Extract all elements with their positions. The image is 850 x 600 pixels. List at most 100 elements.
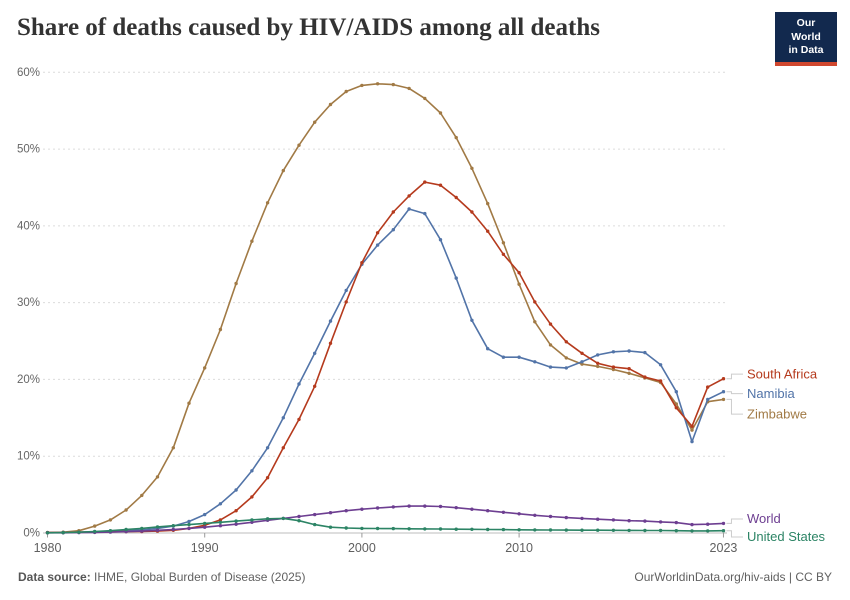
data-point[interactable] (281, 516, 285, 521)
data-point[interactable] (517, 512, 521, 516)
data-point[interactable] (470, 210, 474, 214)
data-point[interactable] (706, 529, 710, 533)
data-point[interactable] (438, 183, 443, 187)
data-point[interactable] (265, 476, 270, 480)
data-point[interactable] (548, 322, 553, 326)
data-point[interactable] (344, 288, 348, 293)
data-point[interactable] (234, 281, 238, 286)
series-end-label-south-africa[interactable]: South Africa (747, 366, 818, 381)
data-point[interactable] (627, 519, 631, 523)
series-line-world[interactable] (47, 505, 724, 534)
data-point[interactable] (124, 508, 128, 512)
data-point[interactable] (470, 507, 474, 511)
owid-logo[interactable]: Our World in Data (775, 12, 837, 66)
data-point[interactable] (203, 512, 207, 517)
series-world[interactable] (45, 504, 726, 535)
data-point[interactable] (658, 379, 663, 383)
data-point[interactable] (486, 229, 490, 233)
series-end-label-world[interactable]: World (747, 511, 781, 526)
data-point[interactable] (674, 520, 678, 525)
data-point[interactable] (360, 507, 364, 511)
data-point[interactable] (234, 488, 238, 492)
data-point[interactable] (391, 82, 395, 87)
data-point[interactable] (470, 166, 474, 170)
data-point[interactable] (564, 340, 568, 344)
data-point[interactable] (706, 522, 710, 526)
data-point[interactable] (596, 528, 600, 532)
data-point[interactable] (580, 351, 584, 355)
data-point[interactable] (564, 528, 568, 532)
data-point[interactable] (423, 504, 427, 508)
data-point[interactable] (564, 356, 568, 360)
series-zimbabwe[interactable] (45, 82, 726, 535)
data-point[interactable] (265, 517, 270, 521)
data-point[interactable] (203, 525, 207, 529)
data-point[interactable] (155, 528, 160, 532)
data-point[interactable] (328, 319, 333, 323)
data-point[interactable] (580, 516, 584, 521)
data-point[interactable] (328, 511, 333, 515)
data-point[interactable] (407, 86, 411, 91)
data-point[interactable] (407, 527, 411, 531)
data-point[interactable] (281, 416, 285, 420)
series-line-united-states[interactable] (47, 517, 724, 534)
data-point[interactable] (313, 522, 317, 527)
data-point[interactable] (501, 510, 506, 514)
data-point[interactable] (328, 102, 333, 107)
data-point[interactable] (375, 231, 380, 235)
data-point[interactable] (344, 89, 348, 94)
data-point[interactable] (501, 241, 506, 245)
data-point[interactable] (438, 527, 443, 531)
data-point[interactable] (77, 530, 81, 534)
data-point[interactable] (596, 353, 600, 357)
data-point[interactable] (643, 519, 647, 523)
series-united-states[interactable] (45, 516, 726, 535)
data-point[interactable] (140, 529, 144, 533)
data-point[interactable] (423, 180, 427, 184)
data-point[interactable] (187, 519, 191, 524)
series-end-label-zimbabwe[interactable]: Zimbabwe (747, 406, 807, 421)
data-point[interactable] (281, 446, 285, 450)
data-point[interactable] (690, 529, 694, 533)
data-point[interactable] (313, 120, 317, 124)
data-point[interactable] (643, 375, 647, 379)
data-point[interactable] (533, 528, 537, 532)
data-point[interactable] (171, 524, 175, 528)
data-point[interactable] (407, 207, 411, 211)
data-point[interactable] (124, 527, 128, 532)
data-point[interactable] (297, 143, 301, 147)
series-line-namibia[interactable] (47, 208, 724, 534)
data-point[interactable] (533, 320, 537, 324)
data-point[interactable] (517, 528, 521, 532)
data-point[interactable] (690, 522, 694, 527)
data-point[interactable] (533, 360, 537, 364)
data-point[interactable] (375, 243, 380, 247)
series-end-label-united-states[interactable]: United States (747, 529, 826, 544)
data-point[interactable] (596, 361, 600, 365)
data-point[interactable] (721, 397, 726, 402)
data-point[interactable] (517, 355, 521, 359)
data-point[interactable] (517, 282, 521, 286)
data-point[interactable] (486, 201, 490, 206)
data-point[interactable] (611, 365, 616, 369)
data-point[interactable] (580, 360, 584, 364)
data-point[interactable] (486, 509, 490, 513)
data-point[interactable] (250, 518, 254, 522)
data-point[interactable] (234, 522, 238, 526)
data-point[interactable] (486, 527, 490, 532)
data-point[interactable] (108, 529, 113, 533)
data-point[interactable] (548, 514, 553, 519)
series-south-africa[interactable] (45, 180, 726, 535)
data-point[interactable] (297, 514, 301, 519)
data-point[interactable] (627, 367, 631, 371)
data-point[interactable] (470, 527, 474, 531)
data-point[interactable] (250, 520, 254, 524)
data-point[interactable] (501, 252, 506, 256)
data-point[interactable] (627, 528, 631, 533)
data-point[interactable] (501, 527, 506, 532)
data-point[interactable] (643, 528, 647, 533)
data-point[interactable] (250, 495, 254, 499)
data-point[interactable] (423, 96, 427, 101)
data-point[interactable] (438, 504, 443, 509)
